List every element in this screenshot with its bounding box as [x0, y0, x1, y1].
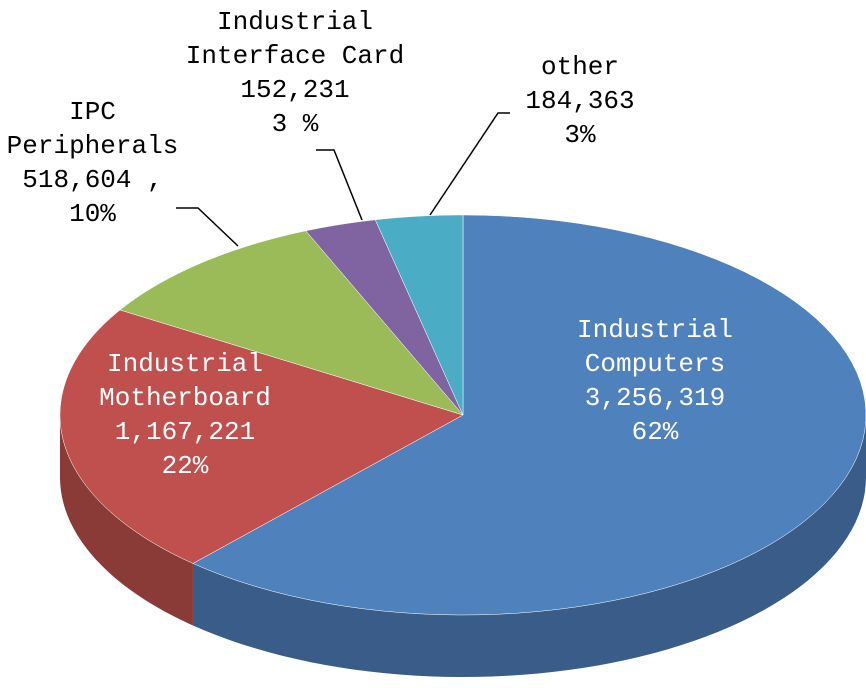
slice-label: IPC Peripherals 518,604 , 10% — [0, 95, 185, 231]
value-label: 3,256,319 — [584, 383, 726, 413]
percent-label: 3% — [564, 120, 596, 150]
value-label: 152,231 — [240, 75, 350, 105]
slice-label: Industrial Motherboard 1,167,221 22% — [85, 347, 285, 483]
category-label: Industrial Computers — [576, 315, 734, 379]
slice — [305, 219, 464, 416]
value-label: 518,604 , — [22, 165, 163, 195]
slice — [59, 309, 464, 564]
value-label: 1,167,221 — [114, 417, 256, 447]
slice-label: Industrial Interface Card 152,231 3 % — [180, 5, 410, 141]
leader-line — [429, 112, 510, 216]
slice-side — [192, 415, 866, 677]
category-label: Industrial Motherboard — [99, 349, 271, 413]
slice-label: Industrial Computers 3,256,319 62% — [555, 313, 755, 449]
category-label: other — [540, 52, 619, 82]
leader-line — [176, 207, 239, 247]
slice-side — [60, 415, 193, 626]
percent-label: 22% — [161, 451, 209, 481]
slice-label: other 184,363 3% — [490, 50, 670, 152]
slice — [192, 214, 866, 616]
leader-line — [316, 149, 363, 221]
percent-label: 62% — [631, 417, 679, 447]
category-label: Industrial Interface Card — [185, 7, 405, 71]
category-label: IPC Peripherals — [6, 97, 179, 161]
value-label: 184,363 — [525, 86, 635, 116]
percent-label: 3 % — [271, 109, 319, 139]
slice — [374, 214, 464, 416]
slice — [119, 230, 464, 416]
percent-label: 10% — [69, 199, 116, 229]
